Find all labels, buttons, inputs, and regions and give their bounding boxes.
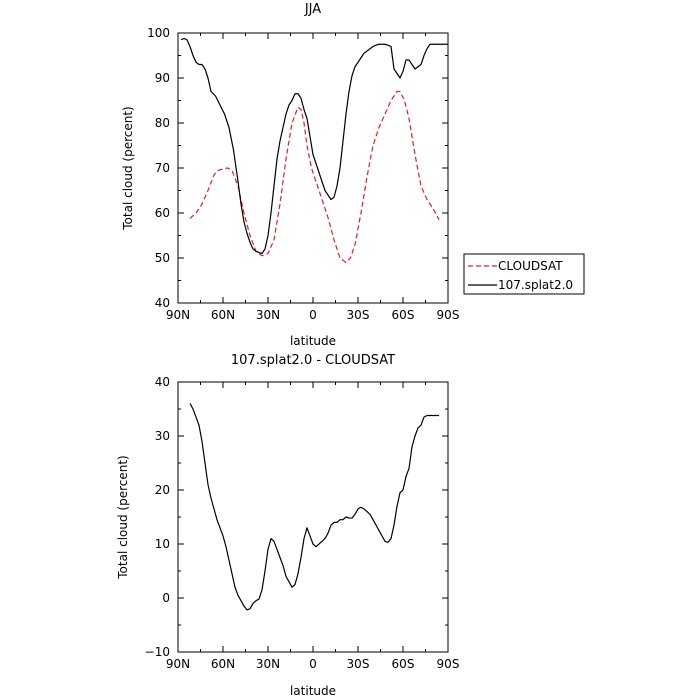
bottom-x-axis-label: latitude — [290, 684, 336, 698]
legend-label-cloudsat: CLOUDSAT — [498, 259, 563, 273]
series-line-cloudsat — [189, 90, 440, 264]
bottom-plot-frame — [177, 381, 449, 653]
y-tick-label: 40 — [155, 375, 170, 389]
bottom-chart-title: 107.splat2.0 - CLOUDSAT — [231, 353, 395, 368]
y-tick-label: 20 — [155, 483, 170, 497]
x-tick-label: 0 — [309, 308, 317, 322]
x-tick-label: 90S — [437, 657, 460, 671]
y-tick-label: 70 — [155, 161, 170, 175]
x-tick-label: 60S — [392, 308, 415, 322]
top-x-axis-label: latitude — [290, 334, 336, 348]
x-tick-label: 60S — [392, 657, 415, 671]
y-tick-label: 50 — [155, 251, 170, 265]
y-tick-label: 10 — [155, 537, 170, 551]
x-tick-label: 90N — [166, 308, 190, 322]
x-tick-label: 60N — [211, 657, 235, 671]
x-tick-label: 90S — [437, 308, 460, 322]
x-tick-label: 30S — [347, 308, 370, 322]
legend-box — [463, 253, 585, 295]
series-line-107-splat2-0 — [180, 37, 448, 255]
y-tick-label: −10 — [145, 645, 170, 659]
legend: CLOUDSAT 107.splat2.0 — [463, 253, 585, 295]
y-tick-label: 100 — [147, 26, 170, 40]
x-tick-label: 30S — [347, 657, 370, 671]
y-tick-label: 80 — [155, 116, 170, 130]
legend-label-model: 107.splat2.0 — [498, 278, 573, 292]
y-tick-label: 0 — [162, 591, 170, 605]
top-y-axis-label: Total cloud (percent) — [121, 106, 135, 230]
series-line-difference — [189, 403, 439, 611]
x-tick-label: 60N — [211, 308, 235, 322]
top-chart-title: JJA — [304, 2, 321, 17]
y-tick-label: 40 — [155, 296, 170, 310]
y-tick-label: 30 — [155, 429, 170, 443]
x-tick-label: 0 — [309, 657, 317, 671]
x-tick-label: 30N — [256, 308, 280, 322]
y-tick-label: 60 — [155, 206, 170, 220]
bottom-chart-panel: 107.splat2.0 - CLOUDSAT −10 0 10 20 30 40 90N… — [116, 353, 459, 698]
x-tick-label: 90N — [166, 657, 190, 671]
top-plot-frame — [177, 32, 449, 304]
bottom-y-axis-label: Total cloud (percent) — [116, 455, 130, 579]
x-tick-label: 30N — [256, 657, 280, 671]
y-tick-label: 90 — [155, 71, 170, 85]
